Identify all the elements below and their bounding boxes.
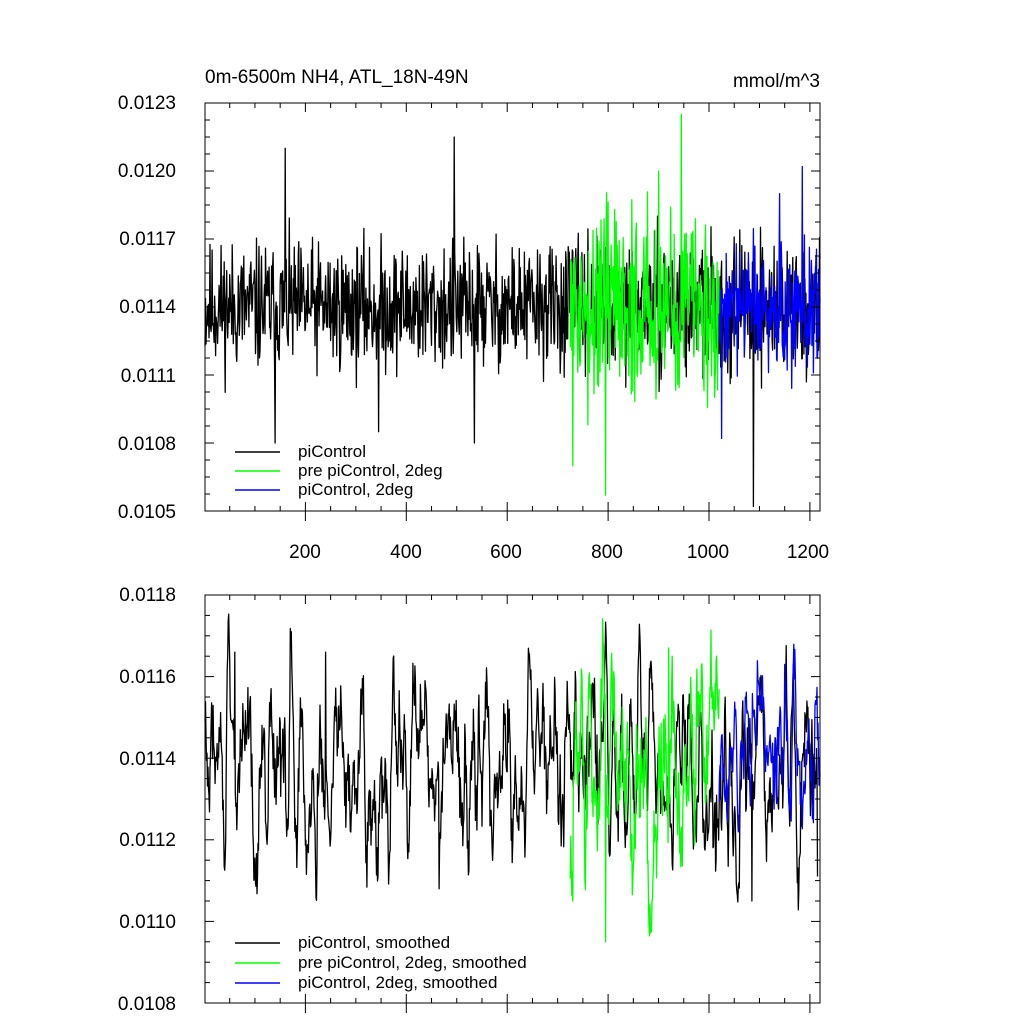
bottom-series-line-1 (569, 618, 720, 943)
bottom-series-line-2 (718, 643, 821, 833)
top-legend-label-picontrol: piControl (298, 442, 366, 461)
top-series-line-1 (569, 113, 720, 496)
bottom-ytick-label: 0.0118 (119, 585, 176, 606)
bottom-legend-label-pre-picontrol-smoothed: pre piControl, 2deg, smoothed (298, 953, 527, 972)
top-ytick-label: 0.0105 (118, 502, 176, 523)
bottom-legend: piControl, smoothed pre piControl, 2deg,… (235, 933, 527, 992)
top-xtick-label: 400 (390, 542, 422, 563)
top-ytick-label: 0.0108 (118, 434, 176, 455)
bottom-ytick-label: 0.0110 (119, 912, 176, 933)
top-xtick-label: 800 (591, 542, 623, 563)
top-chart-units: mmol/m^3 (733, 71, 820, 92)
top-axis-ticks (205, 102, 820, 521)
bottom-ytick-label: 0.0112 (119, 830, 176, 851)
top-legend: piControl pre piControl, 2deg piControl,… (235, 442, 443, 499)
top-panel: 0m-6500m NH4, ATL_18N-49N mmol/m^3 piCon… (118, 67, 829, 563)
top-ytick-label: 0.0123 (118, 93, 176, 114)
bottom-series-line-0 (204, 613, 819, 911)
bottom-ytick-label: 0.0116 (119, 667, 176, 688)
top-series-line-2 (718, 165, 821, 440)
top-xtick-label: 200 (289, 542, 321, 563)
bottom-legend-label-picontrol-smoothed: piControl, smoothed (298, 933, 450, 952)
top-ytick-label: 0.0117 (119, 229, 176, 250)
bottom-axis-ticks (205, 594, 820, 1013)
top-xtick-label: 600 (490, 542, 522, 563)
bottom-series-group (204, 613, 821, 943)
top-ytick-label: 0.0114 (119, 297, 176, 318)
top-series-group (204, 113, 821, 508)
top-legend-label-picontrol-2deg: piControl, 2deg (298, 480, 413, 499)
bottom-ytick-label: 0.0108 (118, 994, 176, 1015)
bottom-ytick-label: 0.0114 (119, 749, 176, 770)
top-xtick-label: 1000 (687, 542, 729, 563)
top-chart-title: 0m-6500m NH4, ATL_18N-49N (205, 67, 469, 88)
top-ytick-label: 0.0120 (118, 161, 176, 182)
top-xtick-label: 1200 (787, 542, 829, 563)
top-legend-label-pre-picontrol: pre piControl, 2deg (298, 461, 443, 480)
bottom-legend-label-picontrol-2deg-smoothed: piControl, 2deg, smoothed (298, 973, 497, 992)
top-ytick-label: 0.0111 (121, 366, 176, 387)
bottom-panel: piControl, smoothed pre piControl, 2deg,… (118, 585, 821, 1015)
